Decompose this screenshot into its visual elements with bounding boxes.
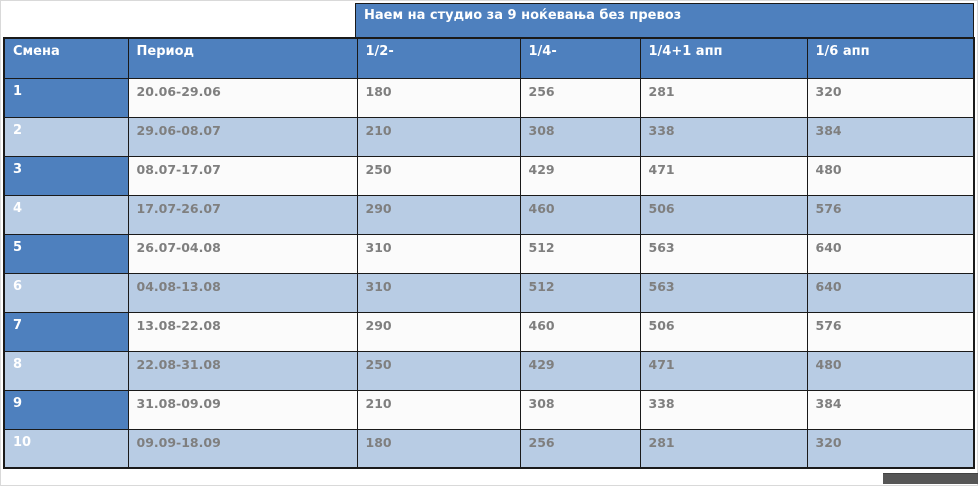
price-cell: 471 xyxy=(639,155,808,196)
period-cell: 13.08-22.08 xyxy=(127,311,358,352)
price-cell: 210 xyxy=(356,389,521,430)
price-table: Смена Период 1/2- 1/4- 1/4+1 апп 1/6 апп… xyxy=(3,37,975,469)
table-row: 9 31.08-09.09 210 308 338 384 xyxy=(3,389,975,430)
table-row: 5 26.07-04.08 310 512 563 640 xyxy=(3,233,975,274)
table-row: 1 20.06-29.06 180 256 281 320 xyxy=(3,77,975,118)
period-cell: 26.07-04.08 xyxy=(127,233,358,274)
price-cell: 281 xyxy=(639,77,808,118)
price-cell: 210 xyxy=(356,116,521,157)
price-cell: 576 xyxy=(806,194,975,235)
price-cell: 460 xyxy=(519,311,641,352)
table-row: 7 13.08-22.08 290 460 506 576 xyxy=(3,311,975,352)
shift-number-cell: 2 xyxy=(3,116,129,157)
price-cell: 338 xyxy=(639,116,808,157)
price-cell: 180 xyxy=(356,428,521,469)
price-cell: 480 xyxy=(806,350,975,391)
price-cell: 310 xyxy=(356,272,521,313)
price-cell: 506 xyxy=(639,194,808,235)
column-header-1-6: 1/6 апп xyxy=(806,37,975,79)
table-row: 8 22.08-31.08 250 429 471 480 xyxy=(3,350,975,391)
price-cell: 640 xyxy=(806,233,975,274)
price-cell: 429 xyxy=(519,350,641,391)
period-cell: 09.09-18.09 xyxy=(127,428,358,469)
price-cell: 429 xyxy=(519,155,641,196)
price-cell: 256 xyxy=(519,77,641,118)
shift-number-cell: 8 xyxy=(3,350,129,391)
column-header-1-2: 1/2- xyxy=(356,37,521,79)
shift-number-cell: 3 xyxy=(3,155,129,196)
period-cell: 20.06-29.06 xyxy=(127,77,358,118)
price-cell: 384 xyxy=(806,389,975,430)
price-cell: 281 xyxy=(639,428,808,469)
header-row: Смена Период 1/2- 1/4- 1/4+1 апп 1/6 апп xyxy=(3,37,975,79)
price-cell: 460 xyxy=(519,194,641,235)
price-cell: 308 xyxy=(519,389,641,430)
price-cell: 480 xyxy=(806,155,975,196)
shift-number-cell: 5 xyxy=(3,233,129,274)
price-cell: 320 xyxy=(806,77,975,118)
price-cell: 563 xyxy=(639,272,808,313)
price-cell: 310 xyxy=(356,233,521,274)
price-cell: 250 xyxy=(356,350,521,391)
column-header-1-4-plus-1: 1/4+1 апп xyxy=(639,37,808,79)
period-cell: 31.08-09.09 xyxy=(127,389,358,430)
price-cell: 256 xyxy=(519,428,641,469)
price-cell: 250 xyxy=(356,155,521,196)
price-cell: 576 xyxy=(806,311,975,352)
price-cell: 320 xyxy=(806,428,975,469)
table-row: 6 04.08-13.08 310 512 563 640 xyxy=(3,272,975,313)
price-cell: 471 xyxy=(639,350,808,391)
table-row: 10 09.09-18.09 180 256 281 320 xyxy=(3,428,975,469)
price-cell: 290 xyxy=(356,311,521,352)
period-cell: 04.08-13.08 xyxy=(127,272,358,313)
price-cell: 338 xyxy=(639,389,808,430)
price-cell: 180 xyxy=(356,77,521,118)
column-header-shift: Смена xyxy=(3,37,129,79)
period-cell: 08.07-17.07 xyxy=(127,155,358,196)
period-cell: 17.07-26.07 xyxy=(127,194,358,235)
shift-number-cell: 1 xyxy=(3,77,129,118)
shift-number-cell: 6 xyxy=(3,272,129,313)
table-row: 3 08.07-17.07 250 429 471 480 xyxy=(3,155,975,196)
column-header-period: Период xyxy=(127,37,358,79)
price-cell: 308 xyxy=(519,116,641,157)
shift-number-cell: 7 xyxy=(3,311,129,352)
horizontal-scrollbar-thumb[interactable] xyxy=(883,473,978,484)
price-cell: 290 xyxy=(356,194,521,235)
price-cell: 506 xyxy=(639,311,808,352)
price-cell: 512 xyxy=(519,233,641,274)
price-cell: 563 xyxy=(639,233,808,274)
price-cell: 640 xyxy=(806,272,975,313)
period-cell: 22.08-31.08 xyxy=(127,350,358,391)
period-cell: 29.06-08.07 xyxy=(127,116,358,157)
price-cell: 384 xyxy=(806,116,975,157)
table-row: 2 29.06-08.07 210 308 338 384 xyxy=(3,116,975,157)
shift-number-cell: 9 xyxy=(3,389,129,430)
shift-number-cell: 10 xyxy=(3,428,129,469)
shift-number-cell: 4 xyxy=(3,194,129,235)
column-header-1-4: 1/4- xyxy=(519,37,641,79)
table-row: 4 17.07-26.07 290 460 506 576 xyxy=(3,194,975,235)
price-cell: 512 xyxy=(519,272,641,313)
table-title-banner: Наем на студио за 9 ноќевања без превоз xyxy=(355,3,974,38)
